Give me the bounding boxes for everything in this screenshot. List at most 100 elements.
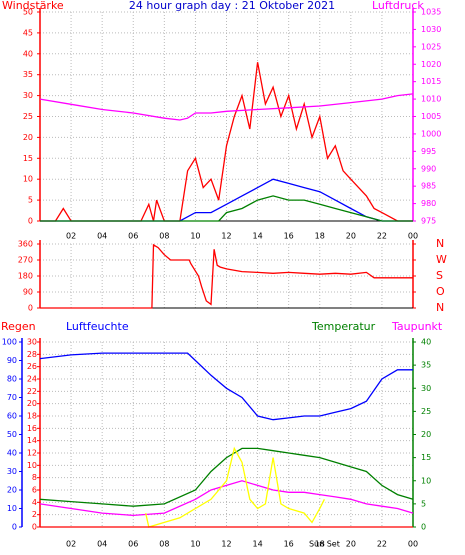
y-tick-label: 5 [421, 499, 426, 508]
y-tick-label: 995 [421, 147, 436, 156]
y-tick-label: N [436, 301, 444, 314]
y-tick-label: 1035 [421, 8, 441, 17]
y-tick-label: 1000 [421, 129, 441, 138]
y-tick-label: 1020 [421, 60, 441, 69]
axis-title: Luftfeuchte [66, 320, 129, 333]
axis-title: Regen [1, 320, 36, 333]
axis-title: Luftdruck [372, 0, 424, 12]
series-line [145, 446, 325, 528]
x-tick-label: 10 [190, 232, 200, 241]
y-tick-label: 12 [27, 449, 37, 458]
y-tick-label: N [436, 237, 444, 250]
y-tick-label: 30 [27, 338, 37, 347]
x-tick-label: 14 [252, 540, 262, 549]
series-line [39, 93, 414, 121]
series-line [39, 447, 414, 507]
x-tick-label: 20 [346, 540, 356, 549]
y-tick-label: 15 [421, 453, 431, 462]
x-tick-label: 22 [377, 540, 387, 549]
y-tick-label: 10 [23, 175, 33, 184]
y-tick-label: 20 [421, 430, 431, 439]
y-tick-label: 0 [32, 523, 37, 532]
x-tick-label: 06 [128, 232, 138, 241]
x-tick-label: 22 [377, 232, 387, 241]
y-tick-label: 2 [32, 510, 37, 519]
axis-title: Temperatur [311, 320, 376, 333]
y-tick-label: 22 [27, 387, 37, 396]
y-tick-label: 0 [12, 523, 17, 532]
x-tick-label: 00 [408, 540, 418, 549]
y-tick-label: S [436, 269, 443, 282]
y-tick-label: 0 [28, 217, 33, 226]
y-tick-label: 0 [421, 523, 426, 532]
y-tick-label: 10 [7, 504, 17, 513]
y-tick-label: 20 [7, 486, 17, 495]
x-tick-label: 14 [252, 232, 262, 241]
y-tick-label: 50 [7, 430, 17, 439]
y-tick-label: 1030 [421, 25, 441, 34]
y-tick-label: 270 [18, 256, 33, 265]
y-tick-label: 1025 [421, 42, 441, 51]
x-tick-label: 08 [159, 232, 169, 241]
x-tick-label: 18 [315, 232, 325, 241]
y-tick-label: 20 [23, 133, 33, 142]
y-tick-label: 15 [23, 154, 33, 163]
y-tick-label: 4 [32, 498, 37, 507]
y-tick-label: 90 [23, 288, 33, 297]
y-tick-label: W [436, 253, 447, 266]
x-tick-label: 04 [97, 540, 107, 549]
y-tick-label: 1015 [421, 77, 441, 86]
x-tick-label: 12 [221, 232, 231, 241]
y-tick-label: 180 [18, 272, 33, 281]
y-tick-label: 10 [27, 461, 37, 470]
y-tick-label: 90 [7, 356, 17, 365]
y-tick-label: 70 [7, 393, 17, 402]
x-tick-label: 20 [346, 232, 356, 241]
y-tick-label: 990 [421, 164, 436, 173]
x-tick-label: 00 [408, 232, 418, 241]
y-tick-label: 50 [23, 8, 33, 17]
x-tick-label: 06 [128, 540, 138, 549]
series-line [40, 243, 413, 309]
y-tick-label: 40 [421, 338, 431, 347]
y-tick-label: 1005 [421, 112, 441, 121]
y-tick-label: 60 [7, 412, 17, 421]
y-tick-label: 40 [7, 449, 17, 458]
y-tick-label: 6 [32, 486, 37, 495]
series-line [40, 62, 413, 222]
y-tick-label: O [436, 285, 445, 298]
axis-title: Taupunkt [391, 320, 443, 333]
y-tick-label: 980 [421, 199, 436, 208]
y-tick-label: 16 [27, 424, 37, 433]
y-tick-label: 10 [421, 476, 431, 485]
y-tick-label: 30 [7, 467, 17, 476]
y-tick-label: 14 [27, 436, 37, 445]
y-tick-label: 5 [28, 196, 33, 205]
x-tick-label: 16 [284, 232, 294, 241]
x-tick-label: 10 [190, 540, 200, 549]
y-tick-label: 985 [421, 182, 436, 191]
y-tick-label: 30 [23, 91, 33, 100]
y-tick-label: 20 [27, 399, 37, 408]
y-tick-label: 35 [23, 70, 33, 79]
y-tick-label: 25 [23, 112, 33, 121]
x-tick-label: 16 [284, 540, 294, 549]
y-tick-label: 80 [7, 375, 17, 384]
y-tick-label: 35 [421, 361, 431, 370]
y-tick-label: 360 [18, 240, 33, 249]
x-tick-label: 18 [315, 540, 325, 549]
x-tick-label: 08 [159, 540, 169, 549]
y-tick-label: 26 [27, 362, 37, 371]
series-line [40, 195, 413, 222]
y-tick-label: 975 [421, 217, 436, 226]
y-tick-label: 28 [27, 350, 37, 359]
y-tick-label: 18 [27, 412, 37, 421]
y-tick-label: 25 [421, 407, 431, 416]
y-tick-label: 1010 [421, 95, 441, 104]
y-tick-label: 40 [23, 49, 33, 58]
y-tick-label: 45 [23, 28, 33, 37]
x-tick-label: 12 [221, 540, 231, 549]
series-line [39, 352, 413, 421]
